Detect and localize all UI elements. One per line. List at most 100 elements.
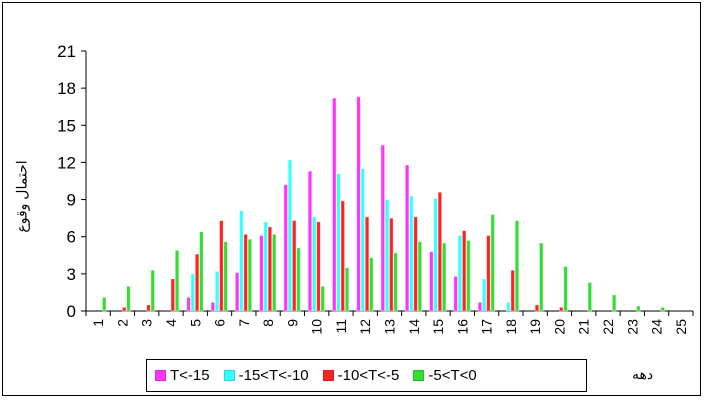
bar: [490, 214, 495, 312]
y-tick-label: 9: [67, 191, 76, 210]
y-tick-label: 12: [57, 153, 76, 172]
bar: [369, 257, 374, 312]
bar: [429, 251, 434, 312]
x-tick-label: 15: [430, 319, 446, 335]
x-tick-label: 23: [624, 319, 640, 335]
y-tick-label: 18: [57, 79, 76, 98]
x-tick-label: 24: [649, 319, 665, 335]
bar: [312, 216, 317, 312]
bar: [316, 221, 321, 312]
bar: [259, 235, 264, 312]
bar: [219, 220, 224, 312]
bar: [190, 273, 196, 312]
bar: [186, 296, 191, 312]
bar: [122, 306, 127, 312]
bar: [466, 240, 471, 312]
x-tick-label: 10: [309, 319, 325, 335]
bar: [287, 159, 293, 312]
legend-swatch: [223, 370, 235, 381]
bar: [611, 294, 617, 312]
legend: T<-15 -15<T<-10 -10<T<-5 -5<T<0: [146, 359, 587, 392]
bar: [587, 282, 593, 312]
x-tick-label: 25: [673, 319, 689, 335]
legend-swatch: [155, 370, 166, 381]
x-tick-label: 9: [284, 319, 300, 327]
bar: [477, 301, 483, 312]
x-tick-label: 14: [406, 319, 422, 335]
bar: [247, 238, 253, 312]
bar: [404, 164, 410, 312]
bar: [271, 233, 277, 312]
bar: [510, 269, 515, 312]
legend-label: -15<T<-10: [238, 367, 309, 384]
bar: [194, 253, 200, 312]
legend-item: -10<T<-5: [322, 367, 400, 384]
x-tick-label: 3: [139, 319, 155, 327]
x-tick-label: 21: [576, 319, 592, 335]
x-tick-label: 1: [90, 319, 106, 327]
bar: [636, 305, 641, 312]
bar: [126, 285, 131, 312]
x-tick-label: 7: [236, 319, 252, 327]
legend-label: -10<T<-5: [337, 367, 400, 384]
bar: [336, 173, 341, 312]
x-tick-label: 5: [187, 319, 203, 327]
bar: [243, 233, 248, 312]
y-axis-title: احتمال وقوع: [2, 156, 42, 236]
legend-label: T<-15: [170, 367, 210, 384]
bar: [457, 235, 463, 312]
x-tick-label: 11: [333, 319, 349, 334]
y-tick-label: 0: [67, 302, 76, 321]
x-tick-label: 17: [479, 319, 495, 335]
bar: [307, 170, 313, 312]
x-axis-title: دهه: [632, 366, 654, 382]
bar: [389, 217, 394, 312]
bar: [146, 304, 151, 312]
y-tick-label: 15: [57, 116, 76, 135]
legend-item: -15<T<-10: [223, 367, 309, 384]
bar: [514, 220, 520, 312]
bar: [267, 226, 273, 312]
bar: [263, 221, 268, 312]
x-tick-label: 19: [527, 319, 543, 335]
bar: [417, 241, 423, 312]
bar: [234, 272, 240, 312]
bar: [223, 241, 228, 312]
bar: [384, 199, 390, 312]
bar: [393, 252, 398, 312]
bar: [559, 306, 564, 312]
bar: [660, 306, 665, 312]
x-tick-label: 18: [503, 319, 519, 335]
y-axis-title-text: احتمال وقوع: [13, 159, 30, 233]
bar: [433, 197, 438, 312]
bar: [340, 200, 345, 312]
bar: [356, 96, 361, 312]
y-tick-label: 3: [67, 265, 76, 284]
x-tick-label: 16: [454, 319, 470, 335]
x-tick-label: 22: [600, 319, 616, 335]
legend-item: T<-15: [155, 367, 210, 384]
x-tick-label: 13: [382, 319, 398, 335]
y-tick-label: 21: [57, 42, 76, 61]
bar: [291, 220, 297, 312]
bar: [174, 249, 180, 312]
bar: [360, 168, 366, 312]
bar: [170, 278, 176, 312]
bar: [150, 269, 155, 312]
bar: [320, 285, 325, 312]
x-tick-label: 2: [114, 319, 130, 327]
legend-item: -5<T<0: [413, 367, 477, 384]
bar: [461, 230, 467, 312]
y-tick-label: 6: [67, 228, 76, 247]
bar: [199, 231, 204, 312]
legend-label: -5<T<0: [428, 367, 477, 384]
bar: [409, 195, 414, 312]
bar: [539, 242, 544, 312]
bar: [453, 275, 458, 312]
bar: [214, 270, 220, 312]
x-tick-label: 6: [212, 319, 228, 327]
bar: [413, 216, 418, 312]
x-tick-label: 12: [357, 319, 373, 335]
legend-swatch: [413, 370, 425, 381]
bar: [437, 191, 443, 312]
